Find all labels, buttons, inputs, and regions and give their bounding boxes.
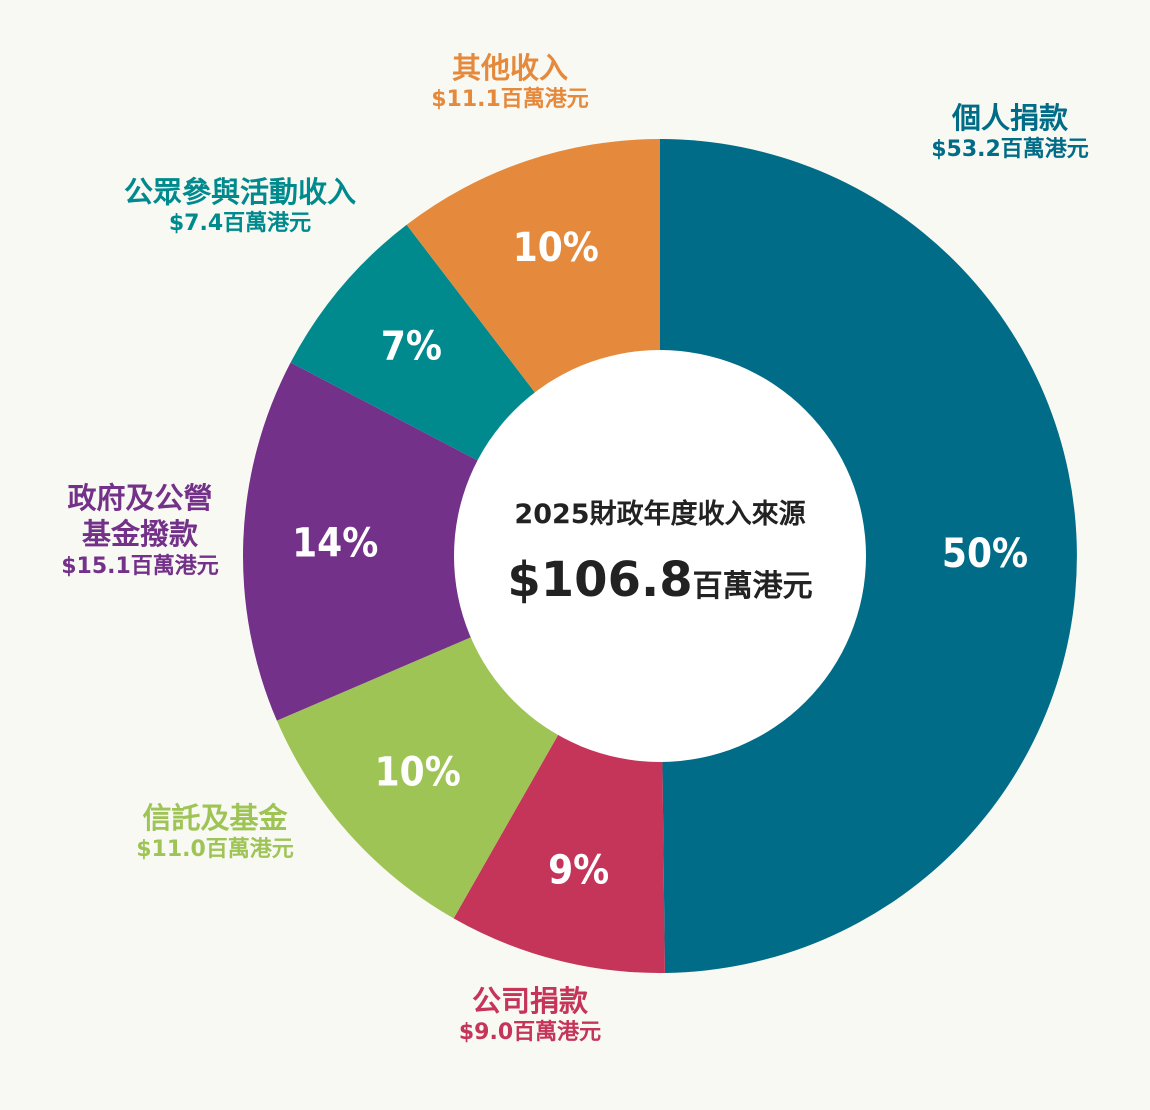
label-name: 個人捐款 xyxy=(951,101,1068,135)
label-value: $53.2百萬港元 xyxy=(931,137,1089,163)
label-name: 其他收入 xyxy=(451,51,568,85)
label-name-line1: 政府及公營 xyxy=(67,481,213,515)
slice-3 xyxy=(243,362,660,721)
total-unit: 百萬港元 xyxy=(692,569,813,604)
slice-percent-label: 50% xyxy=(942,531,1028,577)
label-name: 公眾參與活動收入 xyxy=(123,175,356,209)
chart-title: 2025財政年度收入來源 xyxy=(514,499,806,530)
slice-percent-label: 9% xyxy=(548,848,609,894)
label-public-engagement: 公眾參與活動收入 $7.4百萬港元 xyxy=(95,174,385,238)
label-trusts-foundations: 信託及基金 $11.0百萬港元 xyxy=(95,800,335,864)
chart-total: $106.8百萬港元 xyxy=(460,552,860,608)
label-value: $15.1百萬港元 xyxy=(61,553,219,579)
label-value: $7.4百萬港元 xyxy=(168,211,312,237)
label-government-grants: 政府及公營 基金撥款 $15.1百萬港元 xyxy=(20,480,260,580)
label-individual-donations: 個人捐款 $53.2百萬港元 xyxy=(900,100,1120,164)
label-value: $9.0百萬港元 xyxy=(458,1020,602,1046)
donut-hole xyxy=(454,350,866,762)
label-corporate-donations: 公司捐款 $9.0百萬港元 xyxy=(410,983,650,1047)
total-value: $106.8 xyxy=(507,552,693,608)
label-value: $11.0百萬港元 xyxy=(136,837,294,863)
slice-0 xyxy=(660,139,1077,973)
label-name: 公司捐款 xyxy=(471,984,588,1018)
slice-percent-label: 10% xyxy=(375,750,461,796)
label-other-income: 其他收入 $11.1百萬港元 xyxy=(390,50,630,114)
slice-percent-label: 14% xyxy=(292,521,378,567)
label-name: 信託及基金 xyxy=(142,801,288,835)
slice-percent-label: 10% xyxy=(513,225,599,271)
label-value: $11.1百萬港元 xyxy=(431,87,589,113)
label-name-line2: 基金撥款 xyxy=(81,517,198,552)
slice-percent-label: 7% xyxy=(381,324,442,370)
